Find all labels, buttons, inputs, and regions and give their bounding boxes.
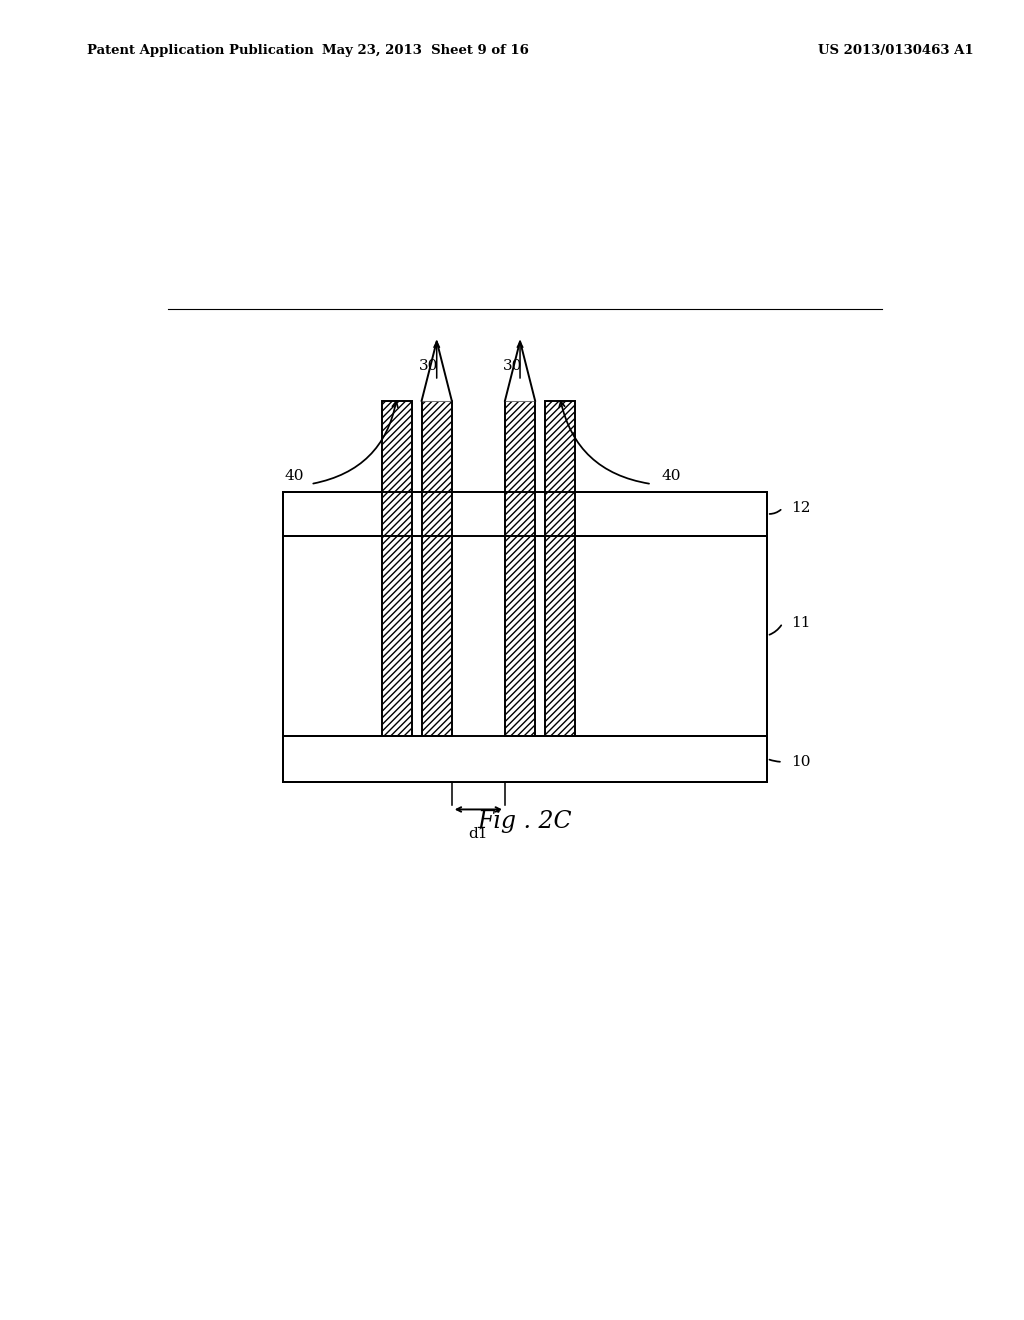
Bar (545, 401, 574, 735)
Bar (545, 401, 574, 735)
Bar (452, 492, 505, 536)
Bar (505, 401, 536, 735)
Bar (283, 536, 767, 735)
Text: Fig . 2C: Fig . 2C (477, 810, 572, 833)
Text: 40: 40 (285, 469, 304, 483)
Polygon shape (422, 342, 452, 401)
Text: Patent Application Publication: Patent Application Publication (87, 44, 313, 57)
Text: d1: d1 (469, 826, 488, 841)
Bar (283, 735, 767, 781)
Text: 12: 12 (791, 500, 810, 515)
Text: May 23, 2013  Sheet 9 of 16: May 23, 2013 Sheet 9 of 16 (322, 44, 528, 57)
Text: 11: 11 (791, 616, 810, 630)
Polygon shape (505, 342, 536, 401)
Text: US 2013/0130463 A1: US 2013/0130463 A1 (818, 44, 974, 57)
Bar (452, 735, 505, 781)
Bar (382, 401, 412, 735)
Bar (505, 401, 536, 735)
Text: 30: 30 (419, 359, 438, 374)
Text: 10: 10 (791, 755, 810, 768)
Text: 40: 40 (662, 469, 681, 483)
Text: 30: 30 (503, 359, 522, 374)
Bar (382, 401, 412, 735)
Bar (422, 401, 452, 735)
Bar (422, 401, 452, 735)
Bar (452, 536, 505, 735)
Bar (283, 492, 767, 536)
